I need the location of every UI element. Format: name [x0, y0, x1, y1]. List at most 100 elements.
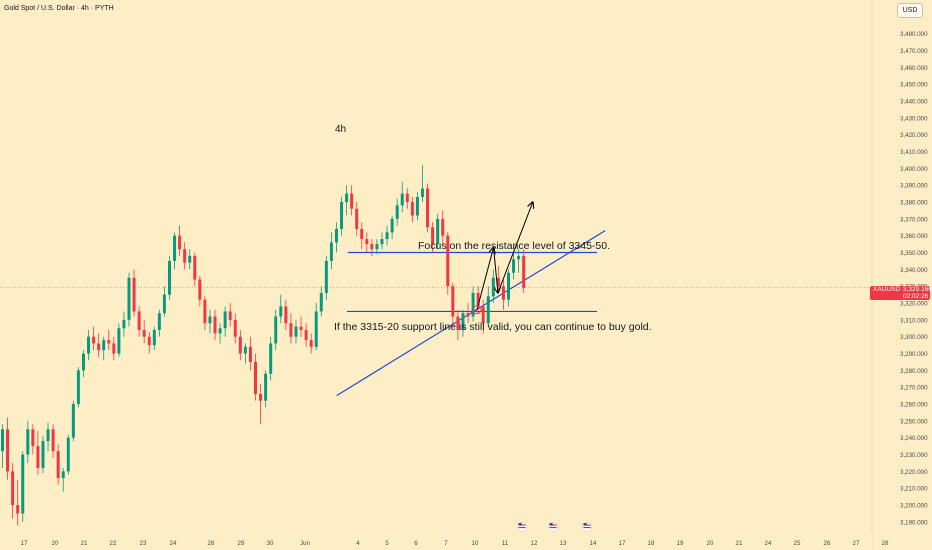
time-tick-label: 17: [21, 540, 28, 547]
candle: [71, 404, 75, 438]
candle: [137, 311, 141, 330]
candle: [107, 340, 111, 344]
price-tick-label: 3,280.000: [900, 368, 928, 375]
price-tick-label: 3,260.000: [900, 402, 928, 409]
price-tick-label: 3,360.000: [900, 233, 928, 240]
candle: [218, 328, 222, 334]
candle: [491, 277, 495, 297]
candle: [51, 429, 55, 452]
price-tick-label: 3,230.000: [900, 452, 928, 459]
candle: [269, 343, 273, 374]
candle: [512, 259, 516, 273]
price-tick-label: 3,320.000: [900, 301, 928, 308]
projection-arrow: [476, 247, 494, 310]
price-axis[interactable]: 3,480.000 3,470.000 3,460.000 3,450.000 3,44…: [871, 0, 932, 550]
candle: [203, 299, 207, 324]
candle: [6, 429, 10, 472]
candle: [340, 202, 344, 229]
candle: [294, 326, 298, 337]
price-tick-label: 3,470.000: [900, 48, 928, 55]
candle: [375, 244, 379, 250]
candle: [456, 316, 460, 330]
price-tick-label: 3,370.000: [900, 216, 928, 223]
candle: [16, 505, 20, 514]
candle: [390, 218, 394, 233]
candle: [426, 188, 430, 228]
event-flag-icon[interactable]: [582, 522, 592, 532]
price-tick-label: 3,350.000: [900, 250, 928, 257]
time-tick-label: 29: [238, 540, 245, 547]
time-tick-label: 6: [414, 540, 418, 547]
candle: [481, 306, 485, 324]
candles-layer: [1, 164, 526, 526]
time-tick-label: 19: [677, 540, 684, 547]
flag-stripe: [583, 524, 591, 526]
candle: [501, 286, 505, 300]
candle: [92, 336, 96, 344]
event-flag-icon[interactable]: [517, 522, 527, 532]
flag-stripe: [518, 524, 526, 526]
candle: [319, 292, 323, 312]
candle: [334, 228, 338, 243]
candle: [61, 471, 65, 479]
candle: [243, 346, 247, 354]
projection-arrow: [497, 202, 533, 294]
time-tick-label: 12: [531, 540, 538, 547]
price-tick-label: 3,380.000: [900, 200, 928, 207]
flag-stripe: [518, 527, 526, 529]
event-flag-icon[interactable]: [548, 522, 558, 532]
candle: [87, 336, 91, 354]
price-tick-label: 3,480.000: [900, 31, 928, 38]
flag-stripe: [549, 524, 557, 526]
time-axis[interactable]: 17 20 21 22 23 24 28 29 30 Jun 4 5 6 7 10 11 12 13 14 17 18 1…: [0, 522, 889, 550]
price-tick-label: 3,450.000: [900, 82, 928, 89]
time-tick-label: 17: [619, 540, 626, 547]
candle: [476, 292, 480, 307]
annotations-layer: 4h Focus on the resistance level of 3345…: [334, 124, 652, 333]
candle: [56, 451, 60, 479]
candle: [284, 306, 288, 324]
candle: [11, 471, 15, 506]
time-tick-label: 20: [707, 540, 714, 547]
drawing-layer: [0, 230, 872, 397]
symbol-title[interactable]: Gold Spot / U.S. Dollar · 4h · PYTH: [4, 5, 114, 12]
price-tick-label: 3,270.000: [900, 385, 928, 392]
candle: [507, 272, 510, 300]
time-tick-label: 28: [208, 540, 215, 547]
candle: [112, 343, 116, 354]
resistance-annotation: Focus on the resistance level of 3345-50…: [418, 240, 610, 252]
touch-point-marker: [472, 305, 482, 315]
candle: [76, 370, 80, 405]
flag-canton: [583, 523, 587, 526]
candle: [193, 255, 197, 280]
time-tick-label: 25: [794, 540, 801, 547]
candle: [466, 313, 470, 317]
candle: [355, 208, 359, 229]
bar-countdown: 02:02:26: [903, 293, 929, 300]
candle: [122, 319, 126, 329]
candle: [345, 193, 349, 203]
price-tick-label: 3,220.000: [900, 469, 928, 476]
candle: [380, 239, 384, 245]
currency-button[interactable]: USD: [897, 3, 923, 18]
candle: [385, 232, 389, 240]
candle: [289, 323, 293, 337]
price-tick-label: 3,250.000: [900, 418, 928, 425]
candle: [223, 311, 227, 329]
candle: [1, 429, 4, 452]
candle: [441, 218, 445, 236]
candle: [117, 328, 121, 354]
candle: [238, 336, 242, 354]
candle: [162, 294, 166, 314]
candle: [410, 202, 414, 216]
time-tick-label: 4: [356, 540, 360, 547]
time-tick-label: 21: [736, 540, 743, 547]
candle: [81, 353, 85, 371]
time-tick-label: 24: [170, 540, 177, 547]
candle: [127, 277, 131, 320]
price-tick-label: 3,300.000: [900, 334, 928, 341]
time-tick-label: Jun: [300, 540, 311, 547]
candle: [147, 336, 151, 346]
